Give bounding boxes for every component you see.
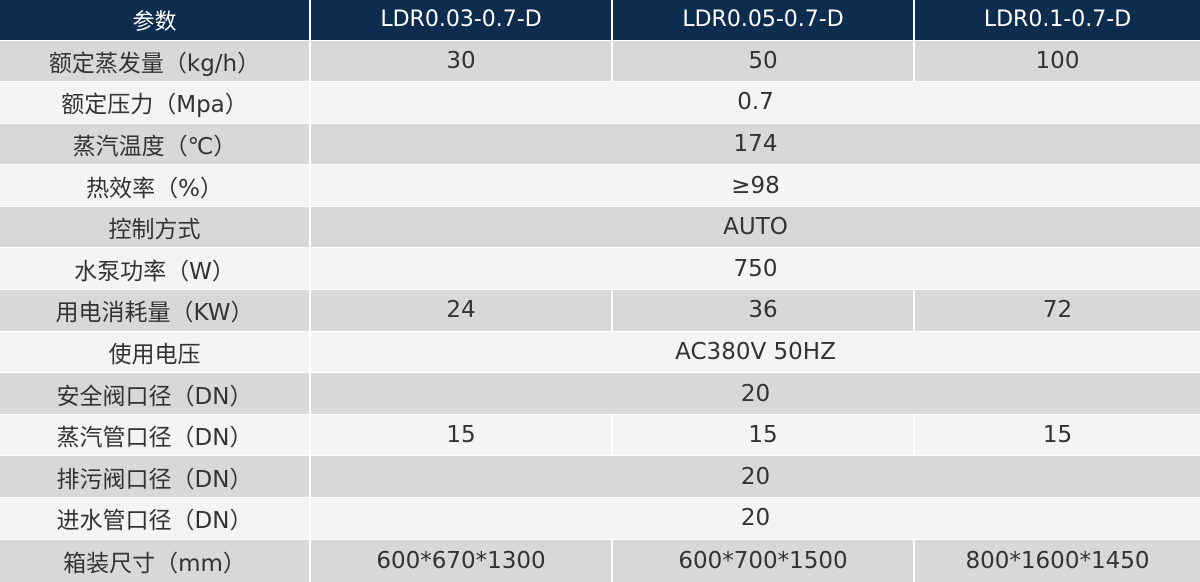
row-value: 0.7 bbox=[309, 81, 1200, 124]
header-model-2: LDR0.05-0.7-D bbox=[611, 0, 915, 40]
row-value: 100 bbox=[913, 39, 1200, 82]
table-row: 额定压力（Mpa） 0.7 bbox=[0, 81, 1200, 124]
table-row: 蒸汽管口径（DN） 15 15 15 bbox=[0, 413, 1200, 456]
row-value: 750 bbox=[309, 247, 1200, 290]
table-row: 控制方式 AUTO bbox=[0, 205, 1200, 248]
row-label: 箱装尺寸（mm） bbox=[0, 538, 311, 582]
header-model-1: LDR0.03-0.7-D bbox=[309, 0, 613, 40]
row-value: ≥98 bbox=[309, 164, 1200, 207]
row-value: 600*670*1300 bbox=[309, 538, 613, 582]
row-label: 热效率（%） bbox=[0, 164, 311, 207]
table-row: 进水管口径（DN） 20 bbox=[0, 497, 1200, 540]
table-row: 蒸汽温度（℃） 174 bbox=[0, 122, 1200, 165]
row-value: 15 bbox=[913, 413, 1200, 456]
row-label: 额定蒸发量（kg/h） bbox=[0, 39, 311, 82]
header-row: 参数 LDR0.03-0.7-D LDR0.05-0.7-D LDR0.1-0.… bbox=[0, 0, 1200, 40]
row-value: 30 bbox=[309, 39, 613, 82]
table-row: 排污阀口径（DN） 20 bbox=[0, 455, 1200, 498]
row-value: 50 bbox=[611, 39, 915, 82]
row-label: 使用电压 bbox=[0, 330, 311, 373]
row-value: 36 bbox=[611, 289, 915, 332]
row-value: 15 bbox=[611, 413, 915, 456]
row-label: 进水管口径（DN） bbox=[0, 497, 311, 540]
table-row: 用电消耗量（KW） 24 36 72 bbox=[0, 289, 1200, 332]
row-value: AC380V 50HZ bbox=[309, 330, 1200, 373]
row-value: AUTO bbox=[309, 205, 1200, 248]
row-label: 控制方式 bbox=[0, 205, 311, 248]
table-row: 热效率（%） ≥98 bbox=[0, 164, 1200, 207]
row-label: 安全阀口径（DN） bbox=[0, 372, 311, 415]
table-row: 使用电压 AC380V 50HZ bbox=[0, 330, 1200, 373]
row-label: 水泵功率（W） bbox=[0, 247, 311, 290]
table-body: 额定蒸发量（kg/h） 30 50 100 额定压力（Mpa） 0.7 蒸汽温度… bbox=[0, 39, 1200, 582]
row-value: 174 bbox=[309, 122, 1200, 165]
table-row: 安全阀口径（DN） 20 bbox=[0, 372, 1200, 415]
row-label: 蒸汽管口径（DN） bbox=[0, 413, 311, 456]
table-row: 额定蒸发量（kg/h） 30 50 100 bbox=[0, 39, 1200, 82]
row-label: 蒸汽温度（℃） bbox=[0, 122, 311, 165]
header-param: 参数 bbox=[0, 0, 311, 40]
row-value: 24 bbox=[309, 289, 613, 332]
row-value: 600*700*1500 bbox=[611, 538, 915, 582]
table-row: 水泵功率（W） 750 bbox=[0, 247, 1200, 290]
row-label: 额定压力（Mpa） bbox=[0, 81, 311, 124]
row-value: 15 bbox=[309, 413, 613, 456]
row-value: 72 bbox=[913, 289, 1200, 332]
row-value: 20 bbox=[309, 455, 1200, 498]
row-value: 20 bbox=[309, 372, 1200, 415]
table-header: 参数 LDR0.03-0.7-D LDR0.05-0.7-D LDR0.1-0.… bbox=[0, 0, 1200, 40]
table-row: 箱装尺寸（mm） 600*670*1300 600*700*1500 800*1… bbox=[0, 538, 1200, 582]
row-value: 800*1600*1450 bbox=[913, 538, 1200, 582]
row-label: 排污阀口径（DN） bbox=[0, 455, 311, 498]
row-value: 20 bbox=[309, 497, 1200, 540]
header-model-3: LDR0.1-0.7-D bbox=[913, 0, 1200, 40]
row-label: 用电消耗量（KW） bbox=[0, 289, 311, 332]
